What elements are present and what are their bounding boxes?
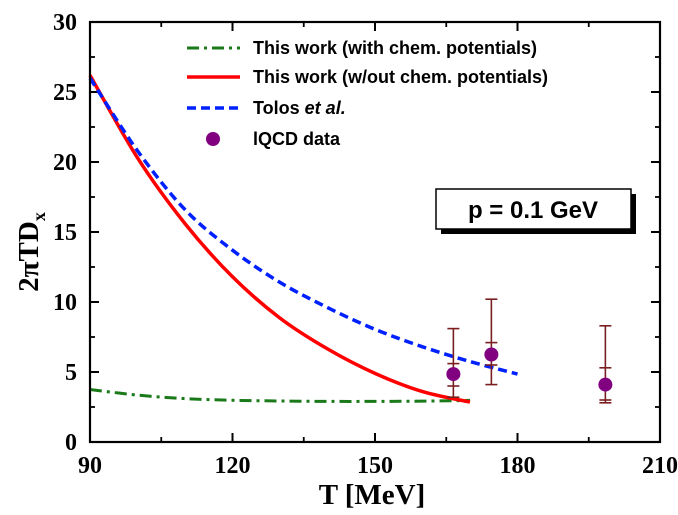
x-tick-label: 150 <box>357 453 393 479</box>
y-tick-label: 0 <box>65 430 77 456</box>
lqcd-marker <box>484 347 499 362</box>
y-axis-title-td: TD <box>13 221 45 261</box>
series-layer <box>88 74 613 404</box>
series-with-chem-potentials <box>89 388 471 403</box>
legend: This work (with chem. potentials) This w… <box>187 38 548 149</box>
legend-label-blue-etal: et al. <box>305 98 346 118</box>
series-without-chem-potentials <box>88 74 471 404</box>
y-tick-label: 10 <box>53 290 77 316</box>
y-tick-label: 15 <box>53 220 77 246</box>
y-axis-title-pi: π <box>13 261 45 277</box>
y-axis-title-sub: x <box>29 212 49 221</box>
x-tick-label: 90 <box>78 453 102 479</box>
lqcd-point-3 <box>598 324 613 404</box>
annotation-box <box>435 188 632 230</box>
y-axis-title-num: 2 <box>13 277 45 292</box>
lqcd-point-2 <box>484 298 499 386</box>
lqcd-point-1 <box>446 327 461 399</box>
legend-label-red: This work (w/out chem. potentials) <box>253 67 548 87</box>
y-axis-title: 2πTDx <box>13 212 49 292</box>
momentum-annotation: p = 0.1 GeV <box>435 188 636 234</box>
lqcd-marker <box>446 367 461 382</box>
annotation-text: p = 0.1 GeV <box>468 197 598 224</box>
y-tick-label: 20 <box>53 150 77 176</box>
legend-label-purple: lQCD data <box>253 129 341 149</box>
y-tick-label: 25 <box>53 80 77 106</box>
lqcd-marker <box>598 377 613 392</box>
x-tick-label: 180 <box>500 453 536 479</box>
x-tick-label: 120 <box>215 453 251 479</box>
legend-label-green: This work (with chem. potentials) <box>253 38 537 58</box>
x-axis-title: T [MeV] <box>319 479 426 511</box>
series-tolos <box>88 77 518 376</box>
y-tick-label: 30 <box>53 10 77 36</box>
legend-marker-purple <box>206 132 220 146</box>
legend-label-blue-name: Tolos <box>253 98 305 118</box>
plot-frame <box>88 20 662 444</box>
legend-label-blue: Tolos et al. <box>253 98 346 118</box>
y-tick-label: 5 <box>65 360 77 386</box>
x-tick-label: 210 <box>642 453 678 479</box>
tick-labels: 90 120 150 180 210 0 5 10 15 20 25 30 <box>53 10 678 479</box>
